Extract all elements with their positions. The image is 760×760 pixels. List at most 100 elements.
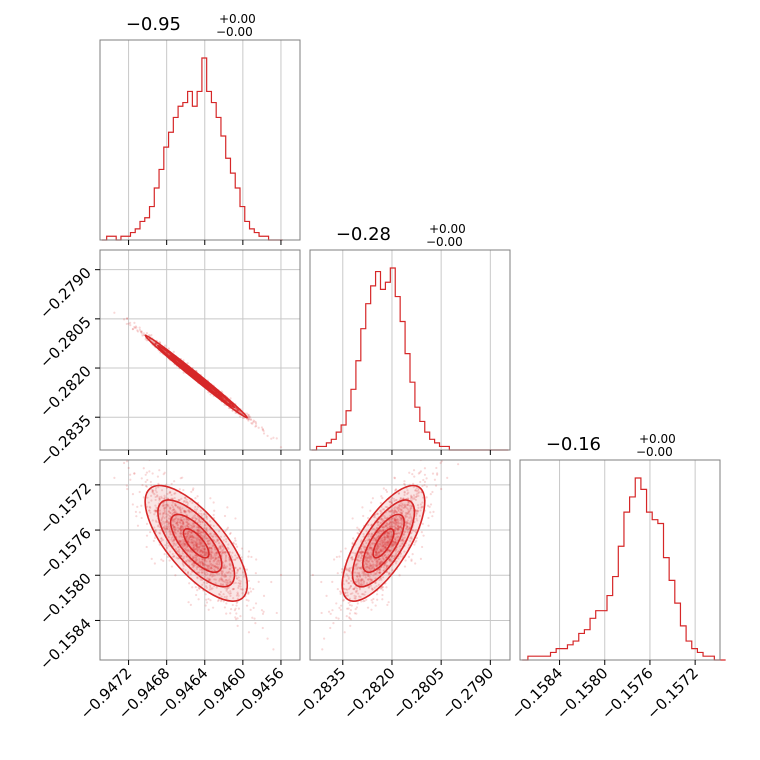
point-2-1-227 bbox=[375, 559, 379, 562]
point-2-1-1151 bbox=[379, 548, 382, 551]
point-2-1-56 bbox=[358, 550, 362, 554]
point-2-1-569 bbox=[364, 573, 367, 576]
point-2-1-480 bbox=[411, 529, 414, 532]
point-2-1-538 bbox=[390, 501, 393, 505]
point-2-1-851 bbox=[382, 529, 385, 532]
point-2-0-17 bbox=[186, 549, 189, 552]
point-2-0-978 bbox=[95, 463, 97, 465]
point-2-0-268 bbox=[171, 555, 174, 558]
point-2-1-937 bbox=[348, 568, 351, 571]
point-2-0-89 bbox=[179, 526, 182, 529]
point-2-0-359 bbox=[194, 547, 197, 551]
point-2-1-180 bbox=[403, 536, 406, 539]
point-2-1-540 bbox=[378, 551, 381, 554]
point-2-1-380 bbox=[388, 558, 392, 561]
point-2-1-1340 bbox=[348, 616, 351, 619]
point-2-0-142 bbox=[186, 558, 189, 562]
point-2-0-385 bbox=[178, 535, 181, 538]
point-2-0-11 bbox=[183, 543, 186, 546]
point-2-1-316 bbox=[405, 507, 408, 510]
point-2-0-507 bbox=[191, 566, 194, 569]
point-2-1-928 bbox=[395, 518, 398, 521]
point-2-0-846 bbox=[187, 509, 190, 513]
point-2-1-136 bbox=[401, 538, 404, 542]
point-2-1-1368 bbox=[360, 539, 363, 542]
point-2-1-150 bbox=[405, 527, 408, 530]
point-2-1-1361 bbox=[384, 545, 387, 549]
point-2-1-366 bbox=[386, 555, 389, 558]
point-2-0-276 bbox=[166, 523, 170, 526]
point-2-0-937 bbox=[236, 568, 240, 571]
point-2-1-365 bbox=[358, 551, 362, 554]
point-2-1-761 bbox=[376, 552, 379, 555]
title-param-1-upper: +0.00 bbox=[429, 222, 466, 236]
point-2-0-803 bbox=[231, 603, 234, 607]
point-2-1-1327 bbox=[422, 478, 425, 482]
point-2-0-258 bbox=[176, 520, 179, 524]
point-2-0-993 bbox=[204, 593, 207, 596]
point-2-1-1126 bbox=[355, 564, 358, 567]
point-2-0-700 bbox=[198, 545, 202, 548]
point-2-0-345 bbox=[272, 648, 275, 651]
point-1-0-1289 bbox=[249, 415, 252, 418]
point-2-0-604 bbox=[144, 484, 148, 488]
point-2-0-896 bbox=[186, 502, 190, 505]
point-2-0-360 bbox=[166, 497, 169, 500]
point-2-1-1372 bbox=[396, 550, 399, 554]
point-2-0-344 bbox=[262, 610, 265, 613]
point-2-0-976 bbox=[203, 562, 206, 566]
point-2-0-207 bbox=[195, 556, 198, 559]
point-2-0-1206 bbox=[179, 519, 182, 522]
point-2-0-127 bbox=[217, 559, 221, 562]
point-2-0-141 bbox=[217, 530, 221, 533]
point-1-0-154 bbox=[222, 398, 226, 401]
point-2-1-91 bbox=[410, 496, 414, 499]
point-2-0-637 bbox=[223, 563, 226, 566]
point-2-1-32 bbox=[363, 539, 367, 543]
point-2-0-877 bbox=[180, 497, 183, 500]
point-2-0-1140 bbox=[179, 530, 183, 533]
point-2-1-139 bbox=[375, 538, 378, 541]
point-2-0-738 bbox=[245, 598, 248, 601]
point-2-0-950 bbox=[245, 604, 249, 607]
point-2-0-940 bbox=[192, 545, 196, 548]
point-2-0-134 bbox=[156, 475, 160, 478]
point-2-0-406 bbox=[162, 473, 165, 476]
point-2-0-219 bbox=[186, 530, 189, 534]
point-2-0-608 bbox=[173, 511, 177, 515]
point-2-0-1218 bbox=[178, 488, 181, 491]
point-2-1-74 bbox=[362, 550, 365, 554]
point-2-1-403 bbox=[390, 517, 393, 520]
point-2-1-188 bbox=[362, 581, 366, 584]
point-2-0-93 bbox=[172, 508, 175, 511]
point-2-0-1093 bbox=[198, 557, 201, 560]
point-2-0-509 bbox=[166, 503, 169, 506]
point-2-0-400 bbox=[198, 545, 201, 549]
point-2-1-687 bbox=[387, 542, 390, 546]
point-1-0-1078 bbox=[275, 437, 278, 440]
point-2-0-1019 bbox=[145, 505, 149, 508]
point-2-1-463 bbox=[355, 574, 358, 577]
point-2-0-181 bbox=[224, 587, 227, 590]
point-2-0-995 bbox=[239, 582, 242, 585]
point-2-1-1167 bbox=[364, 556, 367, 559]
point-2-1-815 bbox=[364, 574, 367, 577]
point-2-1-933 bbox=[377, 545, 380, 548]
point-2-0-650 bbox=[199, 550, 202, 553]
point-2-1-425 bbox=[395, 527, 398, 530]
point-2-0-1041 bbox=[202, 550, 205, 553]
point-2-0-301 bbox=[187, 571, 190, 574]
point-2-1-950 bbox=[340, 604, 343, 607]
point-2-1-234 bbox=[383, 540, 386, 543]
point-1-0-192 bbox=[133, 326, 137, 330]
point-2-1-392 bbox=[393, 525, 396, 528]
point-2-0-719 bbox=[129, 478, 132, 481]
point-2-1-985 bbox=[383, 535, 386, 538]
point-2-0-770 bbox=[138, 490, 141, 494]
point-2-0-224 bbox=[190, 538, 193, 541]
point-2-1-1144 bbox=[369, 578, 372, 581]
point-2-1-987 bbox=[371, 601, 374, 604]
point-2-1-884 bbox=[370, 578, 373, 581]
point-2-0-573 bbox=[191, 586, 194, 589]
point-2-0-641 bbox=[181, 562, 184, 565]
